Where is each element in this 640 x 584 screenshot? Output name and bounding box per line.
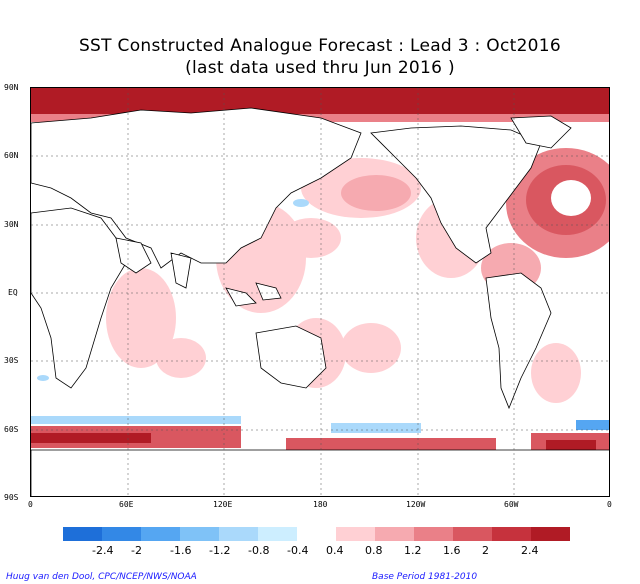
lat-label-60n: 60N <box>4 151 19 160</box>
colorbar-cell <box>453 527 492 541</box>
colorbar-tick-label: 0.4 <box>326 544 344 557</box>
lon-label-0-east: 0 <box>607 500 612 509</box>
colorbar-cell <box>258 527 297 541</box>
colorbar-tick-label: -1.6 <box>170 544 192 557</box>
colorbar-tick-label: -1.2 <box>209 544 231 557</box>
colorbar-cell <box>414 527 453 541</box>
colorbar-cell <box>297 527 336 541</box>
lon-label-0: 0 <box>28 500 33 509</box>
colorbar-tick-label: -2 <box>131 544 142 557</box>
lat-label-30s: 30S <box>4 356 19 365</box>
colorbar-cell <box>375 527 414 541</box>
map-title: SST Constructed Analogue Forecast : Lead… <box>78 36 562 56</box>
colorbar-cell <box>63 527 102 541</box>
colorbar-tick-label: -0.4 <box>287 544 309 557</box>
lat-label-30n: 30N <box>4 220 19 229</box>
colorbar <box>63 527 570 541</box>
lon-label-180: 180 <box>313 500 328 509</box>
lat-label-90s: 90S <box>4 493 19 502</box>
lon-label-60e: 60E <box>119 500 134 509</box>
colorbar-cell <box>180 527 219 541</box>
colorbar-cell <box>219 527 258 541</box>
lat-label-60s: 60S <box>4 425 19 434</box>
colorbar-cell <box>492 527 531 541</box>
lon-label-120e: 120E <box>213 500 233 509</box>
colorbar-tick-label: 1.6 <box>443 544 461 557</box>
map-subtitle: (last data used thru Jun 2016 ) <box>185 58 455 78</box>
colorbar-tick-label: 2 <box>482 544 489 557</box>
colorbar-cell <box>531 527 570 541</box>
colorbar-tick-label: -0.8 <box>248 544 270 557</box>
colorbar-cell <box>102 527 141 541</box>
colorbar-cell <box>141 527 180 541</box>
colorbar-tick-label: 1.2 <box>404 544 422 557</box>
continents <box>31 107 609 496</box>
colorbar-cell <box>336 527 375 541</box>
lat-label-90n: 90N <box>4 83 19 92</box>
map-gridlines <box>31 88 609 496</box>
lon-label-120w: 120W <box>406 500 426 509</box>
footer-credit: Huug van den Dool, CPC/NCEP/NWS/NOAA <box>6 572 197 582</box>
lon-label-60w: 60W <box>504 500 519 509</box>
footer-base-period: Base Period 1981-2010 <box>372 572 478 582</box>
colorbar-tick-label: 0.8 <box>365 544 383 557</box>
sst-anomaly-map <box>30 87 610 497</box>
lat-label-eq: EQ <box>8 288 18 297</box>
colorbar-tick-label: 2.4 <box>521 544 539 557</box>
colorbar-tick-label: -2.4 <box>92 544 114 557</box>
map-canvas <box>31 88 609 496</box>
